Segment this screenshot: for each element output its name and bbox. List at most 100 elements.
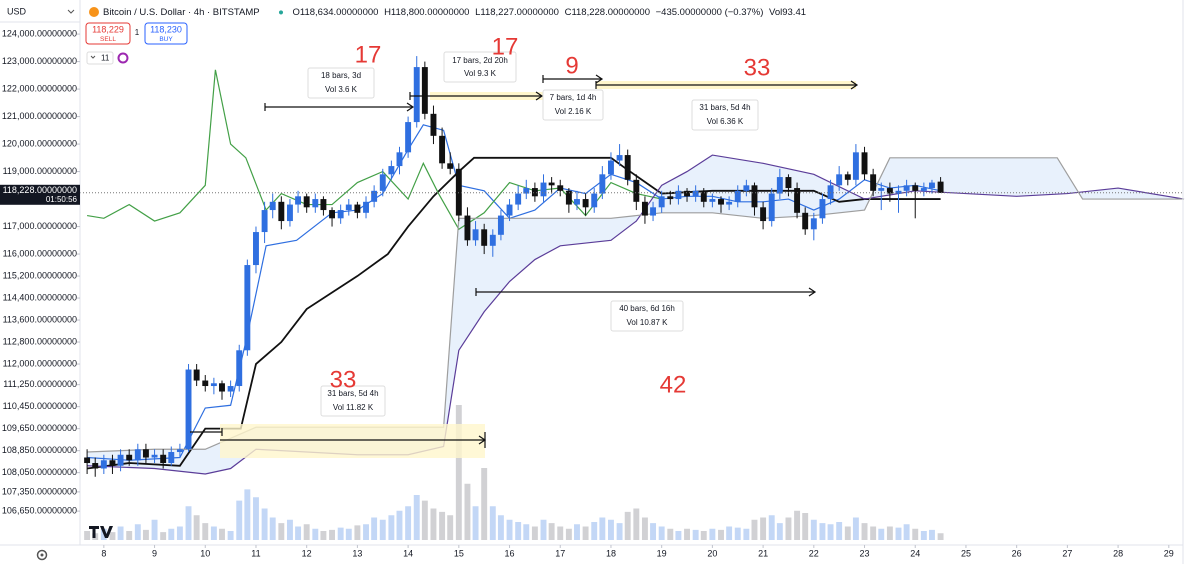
settings-icon[interactable]: [36, 549, 48, 561]
volume-bar: [599, 517, 606, 540]
buy-price[interactable]: 118,230: [150, 24, 182, 34]
volume-bar: [371, 517, 378, 540]
indicator-line: [87, 124, 941, 461]
measure-vol: Vol 3.6 K: [325, 85, 358, 94]
volume-bar: [743, 528, 750, 540]
dropdown-caret[interactable]: [67, 9, 75, 14]
candle-body: [413, 67, 420, 123]
x-tick-label: 26: [1012, 548, 1022, 558]
candle-body: [794, 188, 801, 213]
candle-body: [540, 182, 547, 197]
measure-bars: 31 bars, 5d 4h: [699, 103, 750, 112]
candle-body: [295, 196, 302, 205]
volume-bar: [329, 529, 336, 540]
candle-body: [481, 229, 488, 246]
x-tick-label: 20: [707, 548, 717, 558]
candle-body: [641, 201, 648, 216]
settings-icon-center[interactable]: [40, 553, 44, 557]
volume-bar: [286, 519, 293, 540]
buy-button[interactable]: 118,230 BUY: [144, 22, 188, 45]
btc-icon: [89, 7, 99, 17]
measure-box: 7 bars, 1d 4h Vol 2.16 K: [542, 89, 604, 121]
y-tick-label: 124,000.00000000: [2, 28, 77, 38]
ohlc-volume: Vol93.41: [769, 7, 806, 18]
volume-bar: [354, 525, 361, 540]
candle-body: [548, 182, 555, 186]
x-tick-label: 22: [809, 548, 819, 558]
volume-bar: [852, 517, 859, 540]
candle-body: [278, 201, 285, 222]
ohlc-open: O118,634.00000000: [292, 7, 378, 18]
measure-vol: Vol 11.82 K: [333, 403, 374, 412]
currency[interactable]: USD: [7, 6, 27, 16]
candle-body: [878, 188, 885, 191]
volume-bar: [126, 531, 133, 540]
sell-button[interactable]: 118,229 SELL: [85, 22, 131, 45]
candle-body: [675, 190, 682, 200]
volume-bar: [447, 515, 454, 540]
indicator-count[interactable]: 11: [101, 54, 110, 63]
y-tick-label: 112,000.00000000: [3, 358, 77, 368]
volume-bar: [895, 527, 902, 540]
candle-body: [667, 196, 674, 200]
y-tick-label: 120,000.00000000: [2, 138, 77, 148]
volume-bar: [489, 506, 496, 540]
candle-body: [447, 163, 454, 169]
status-dot: ●: [278, 7, 284, 18]
volume-bar: [523, 524, 530, 540]
spread: 1: [135, 28, 140, 37]
volume-bar: [548, 523, 555, 540]
logo[interactable]: [89, 526, 113, 538]
candle-body: [286, 204, 293, 222]
x-tick-label: 15: [454, 548, 464, 558]
count-label: 42: [660, 371, 687, 398]
candle-body: [718, 199, 724, 205]
indicators-toggle[interactable]: 11: [86, 51, 129, 65]
volume-bar: [481, 468, 488, 540]
candle-body: [608, 160, 614, 175]
volume-bar: [633, 508, 640, 540]
candle-body: [439, 135, 446, 164]
volume-bar: [658, 526, 665, 540]
candle-body: [388, 166, 395, 175]
volume-bar: [202, 523, 209, 540]
candle-body: [244, 265, 251, 351]
volume-bar: [886, 526, 893, 540]
sell-price[interactable]: 118,229: [92, 24, 124, 34]
candle-body: [303, 196, 310, 208]
y-tick-label: 114,400.00000000: [3, 292, 77, 302]
symbol[interactable]: Bitcoin / U.S. Dollar · 4h · BITSTAMP: [103, 7, 259, 18]
measure-vol: Vol 9.3 K: [464, 69, 497, 78]
volume-bar: [734, 527, 741, 540]
candle-body: [489, 234, 496, 246]
volume-bar: [379, 519, 386, 540]
volume-bar: [709, 528, 716, 540]
price-scale: [0, 0, 80, 564]
candle-body: [819, 199, 826, 219]
price-tag-countdown: 01:50:56: [46, 195, 78, 204]
measure-vol: Vol 2.16 K: [555, 107, 592, 116]
measure-bars: 18 bars, 3d: [321, 71, 361, 80]
sell-label[interactable]: SELL: [100, 36, 116, 43]
volume-bar: [667, 528, 674, 540]
candle-body: [506, 204, 513, 216]
volume-bar: [142, 529, 149, 540]
candle-body: [557, 185, 564, 191]
volume-bar: [278, 523, 285, 540]
y-tick-label: 107,350.00000000: [2, 486, 77, 496]
candle-body: [870, 174, 877, 191]
buy-label[interactable]: BUY: [159, 36, 173, 43]
candle-body: [236, 350, 243, 387]
volume-bar: [439, 511, 446, 540]
volume-bar: [861, 523, 868, 540]
candle-body: [709, 199, 716, 202]
candle-body: [531, 188, 538, 197]
y-tick-label: 110,450.00000000: [3, 401, 77, 411]
candle-body: [92, 463, 99, 469]
volume-bar: [210, 526, 217, 540]
measure-box: 31 bars, 5d 4h Vol 6.36 K: [691, 99, 759, 131]
candle-body: [886, 188, 893, 194]
candle-body: [455, 168, 462, 216]
